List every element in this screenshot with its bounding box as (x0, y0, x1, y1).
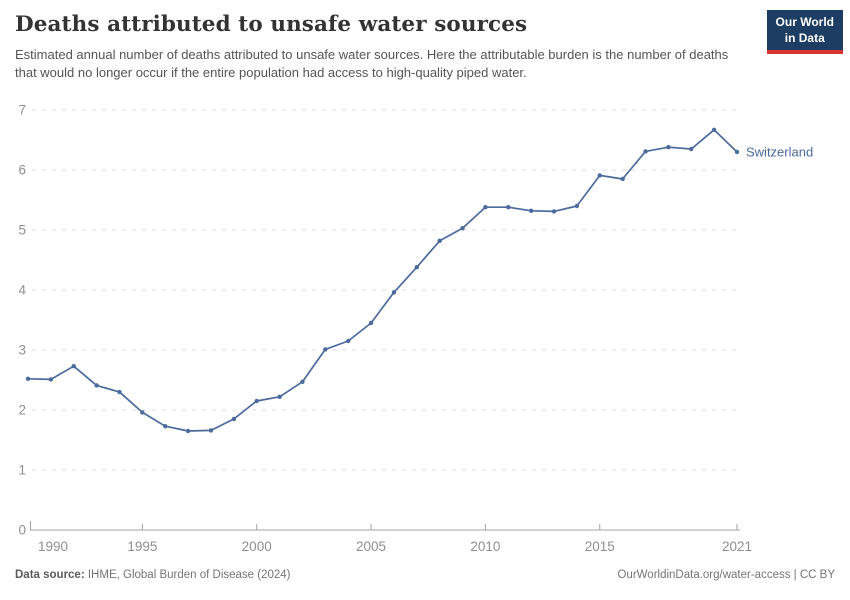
footer-source: Data source: IHME, Global Burden of Dise… (15, 569, 291, 581)
y-tick-label: 3 (18, 343, 26, 358)
chart-subtitle: Estimated annual number of deaths attrib… (15, 47, 729, 80)
x-tick-label: 2010 (470, 539, 500, 554)
y-tick-label: 4 (18, 283, 26, 298)
data-point (117, 389, 122, 395)
data-point (323, 347, 328, 352)
y-tick-label: 0 (18, 523, 26, 538)
data-point (414, 265, 420, 270)
data-point (48, 377, 54, 382)
data-point (231, 416, 237, 422)
data-point (574, 203, 580, 209)
data-point (300, 379, 305, 384)
data-point (551, 209, 557, 214)
y-tick-label: 7 (18, 103, 26, 118)
data-point (643, 149, 648, 154)
footer-credit[interactable]: OurWorldinData.org/water-access | CC BY (617, 569, 835, 581)
x-tick-label: 2021 (722, 539, 752, 554)
x-tick-label: 2000 (242, 539, 272, 554)
data-point (163, 424, 168, 429)
data-point (666, 145, 671, 150)
y-tick-label: 5 (18, 223, 26, 238)
y-tick-label: 2 (18, 403, 26, 418)
data-point (71, 364, 76, 369)
chart-title: Deaths attributed to unsafe water source… (15, 12, 528, 37)
x-tick-label: 1990 (38, 539, 68, 554)
data-point (460, 226, 465, 231)
data-point (277, 394, 282, 399)
owid-logo-line1: Our World (775, 15, 834, 29)
data-point (689, 146, 694, 152)
x-tick-label: 2005 (356, 539, 386, 554)
entity-label[interactable]: Switzerland (746, 145, 813, 160)
footer-source-text: IHME, Global Burden of Disease (2024) (84, 569, 291, 581)
owid-logo[interactable]: Our World in Data (766, 10, 843, 55)
data-point (185, 428, 191, 434)
data-point (734, 149, 740, 155)
data-point (254, 398, 259, 404)
data-point (25, 376, 31, 381)
chart-header: Deaths attributed to unsafe water source… (15, 12, 755, 82)
data-point (345, 338, 351, 344)
x-tick-label: 2015 (585, 539, 615, 554)
y-tick-label: 1 (18, 463, 26, 478)
data-point (506, 205, 511, 210)
data-point (597, 173, 602, 178)
data-point (711, 127, 717, 132)
data-point (94, 383, 99, 388)
data-point (368, 320, 374, 326)
footer-source-label: Data source: (15, 569, 85, 581)
data-point (391, 290, 397, 295)
y-tick-label: 6 (18, 163, 26, 178)
data-point (620, 176, 625, 182)
owid-logo-line2: in Data (784, 30, 825, 45)
series-line (27, 128, 738, 432)
chart-footer: Data source: IHME, Global Burden of Dise… (15, 569, 835, 581)
data-point (140, 410, 145, 415)
line-chart: 0 1 2 3 4 5 6 7 1990 1995 2000 2005 2010 2015 2021 Swit… (18, 103, 813, 555)
data-point (528, 208, 534, 213)
data-point (437, 238, 442, 243)
x-tick-label: 1995 (127, 539, 157, 554)
data-point (208, 428, 214, 433)
data-point (483, 205, 488, 210)
